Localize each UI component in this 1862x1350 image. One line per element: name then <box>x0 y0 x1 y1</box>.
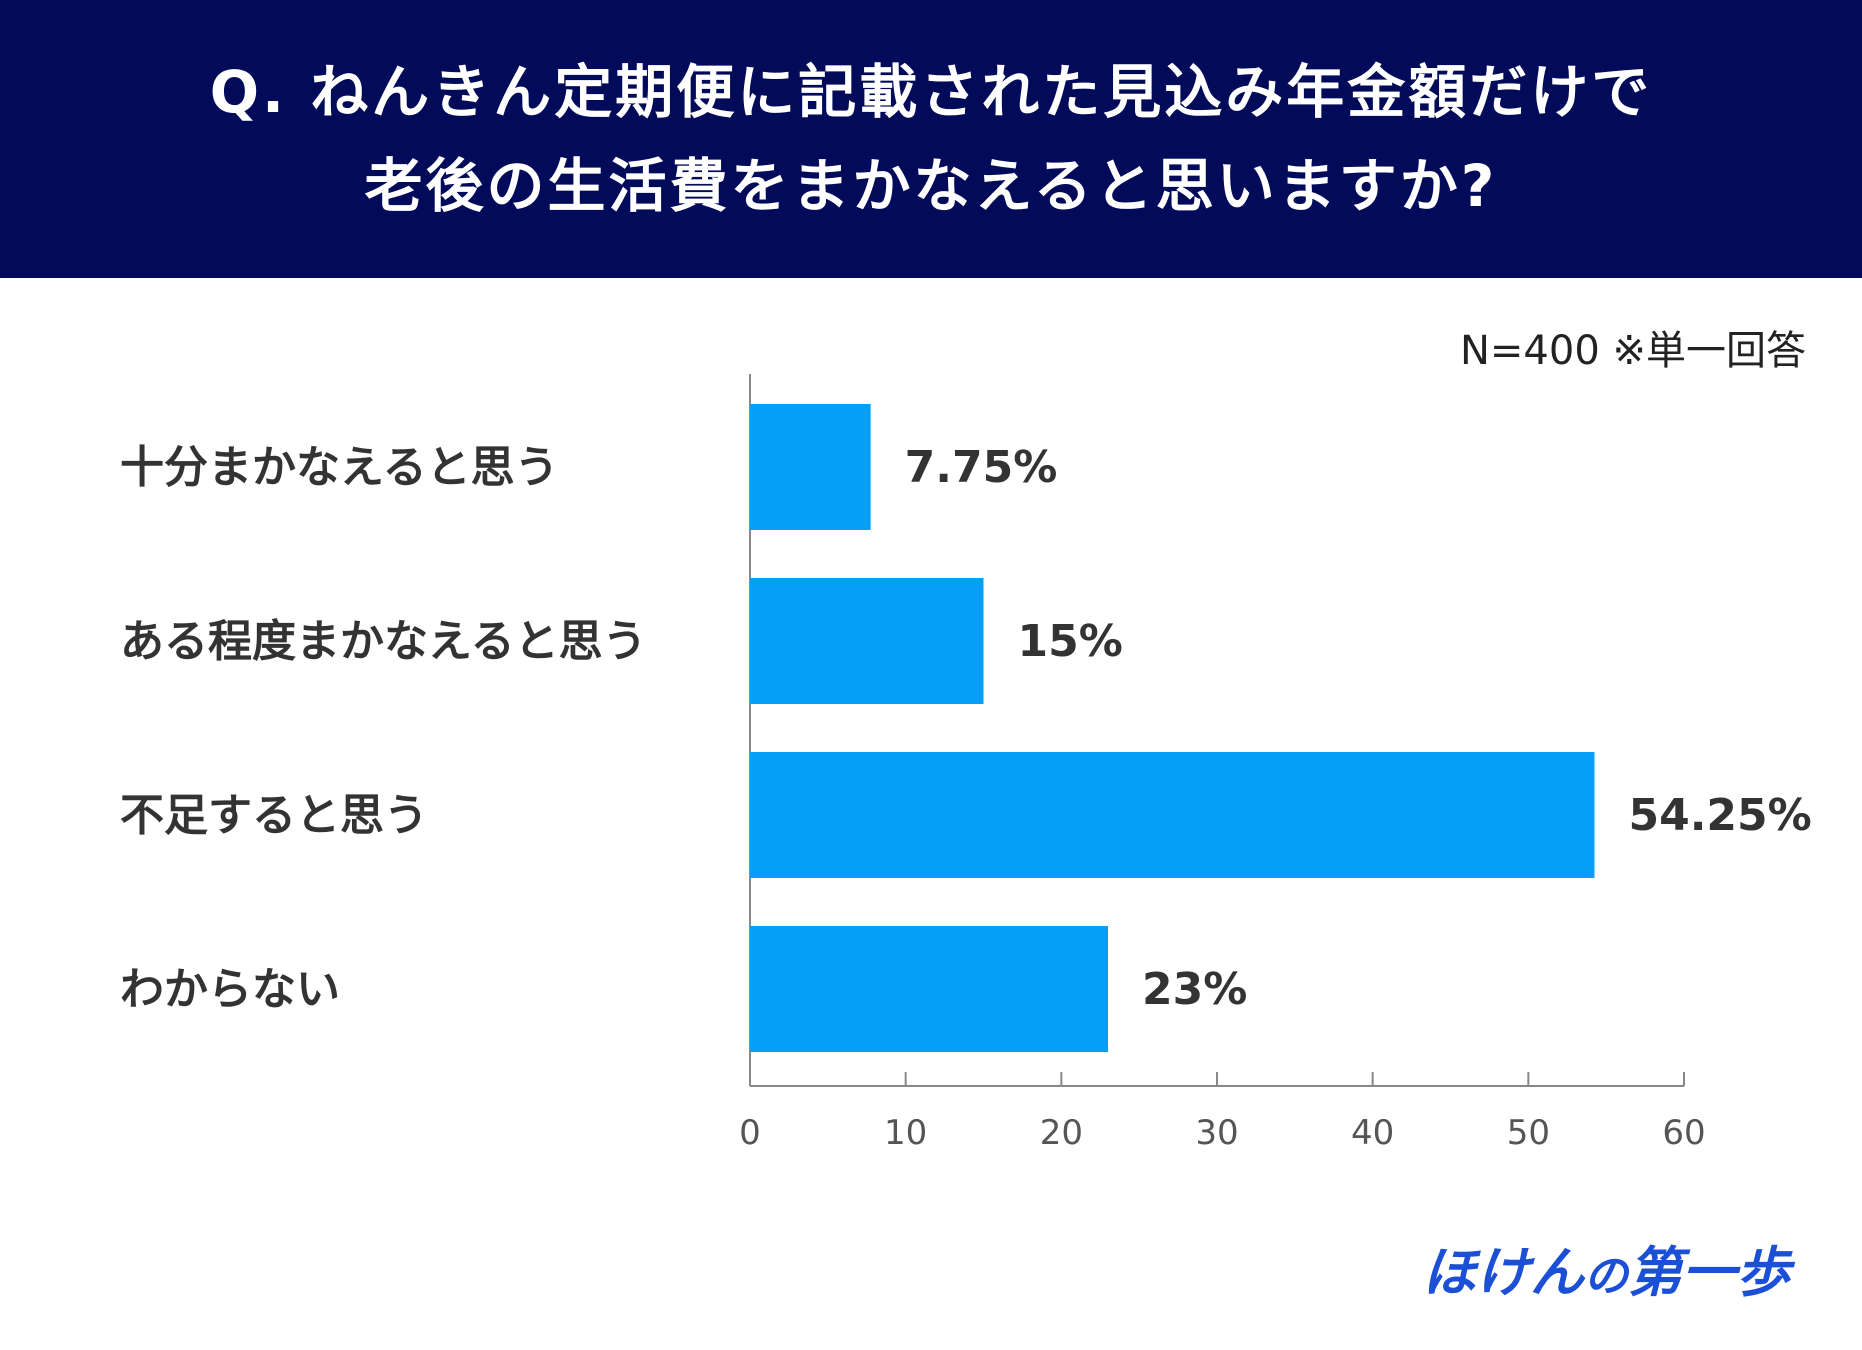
brand-text-1: ほけん <box>1422 1241 1584 1304</box>
category-label-1: ある程度まかなえると思う <box>120 616 647 667</box>
question-title-line2: 老後の生活費をまかなえると思いますか? <box>364 152 1498 220</box>
bar-0 <box>750 404 871 530</box>
value-label-2: 54.25% <box>1628 790 1811 841</box>
x-tick-label-6: 60 <box>1662 1113 1705 1153</box>
category-label-0: 十分まかなえると思う <box>120 442 559 493</box>
x-tick-label-5: 50 <box>1507 1113 1550 1153</box>
brand-text-3: 第一歩 <box>1628 1241 1790 1304</box>
bar-3 <box>750 926 1109 1052</box>
brand-text-2: の <box>1584 1251 1628 1302</box>
x-tick-label-4: 40 <box>1351 1113 1394 1153</box>
header-banner: Q. ねんきん定期便に記載された見込み年金額だけで 老後の生活費をまかなえると思… <box>0 0 1862 278</box>
question-title-line1: Q. ねんきん定期便に記載された見込み年金額だけで <box>209 58 1653 126</box>
x-tick-label-2: 20 <box>1040 1113 1083 1153</box>
x-tick-label-3: 30 <box>1195 1113 1238 1153</box>
category-label-2: 不足すると思う <box>120 790 428 841</box>
value-label-0: 7.75% <box>905 442 1058 493</box>
brand-logo: ほけんの第一歩 <box>1422 1228 1790 1307</box>
x-tick-label-0: 0 <box>739 1113 761 1153</box>
bar-1 <box>750 578 984 704</box>
category-label-3: わからない <box>120 964 340 1015</box>
sample-note: N=400 ※単一回答 <box>1459 328 1806 374</box>
bar-2 <box>750 752 1595 878</box>
value-label-1: 15% <box>1018 616 1123 667</box>
value-label-3: 23% <box>1142 964 1247 1015</box>
x-tick-label-1: 10 <box>884 1113 927 1153</box>
